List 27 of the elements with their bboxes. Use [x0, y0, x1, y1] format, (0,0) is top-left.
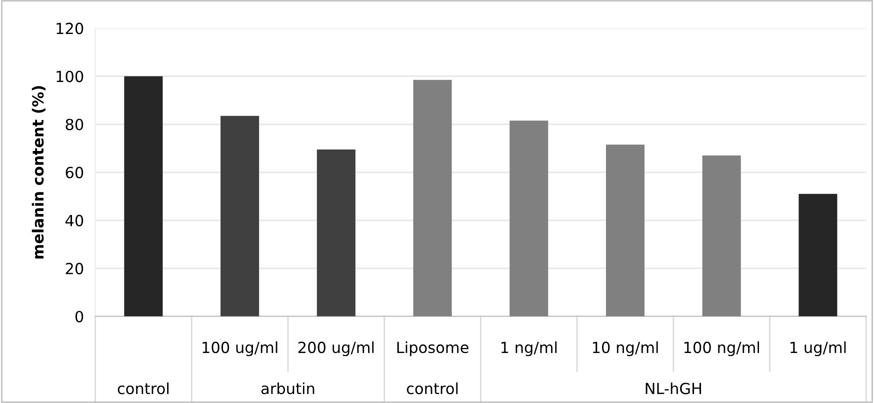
- y-tick-label: 120: [56, 22, 84, 34]
- x-tick-label: 200 ug/ml: [298, 341, 374, 356]
- bar: [702, 155, 741, 316]
- y-tick-label: 60: [66, 166, 84, 178]
- x-tick-label: 10 ng/ml: [592, 341, 658, 356]
- bar: [510, 120, 548, 316]
- y-tick-label: 80: [66, 118, 84, 130]
- bar: [606, 144, 645, 316]
- bar: [798, 194, 838, 316]
- x-tick-label: 100 ng/ml: [684, 341, 759, 356]
- y-tick-label: 20: [66, 262, 84, 274]
- x-tick-label: Liposome: [397, 341, 468, 356]
- y-tick-label: 0: [75, 310, 84, 322]
- x-tick-label: 1 ng/ml: [501, 341, 557, 356]
- bar: [220, 116, 260, 316]
- bar: [124, 76, 163, 316]
- bar: [316, 149, 356, 316]
- text: arbutin: [261, 382, 314, 394]
- x-tick-label: 100 ug/ml: [202, 341, 278, 356]
- x-tick-label: 1 ug/ml: [790, 341, 846, 356]
- y-axis-title: melanin content (%): [32, 86, 46, 259]
- text: control: [406, 382, 458, 394]
- text: control: [118, 382, 168, 394]
- y-tick-label: 100: [56, 70, 84, 82]
- bar: [413, 80, 452, 316]
- text: NL-hGH: [646, 382, 702, 394]
- y-tick-label: 40: [65, 214, 84, 226]
